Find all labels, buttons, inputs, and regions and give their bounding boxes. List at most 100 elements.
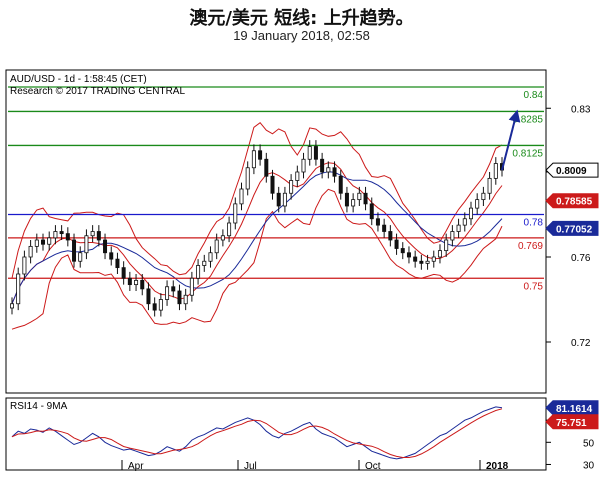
price-tag-shape [545,162,599,178]
price-bar [382,224,387,232]
upper-band [11,122,503,279]
x-tick-label: Jul [244,461,257,472]
price-bar [177,290,182,305]
price-bar [239,188,244,205]
middle-band [11,162,503,304]
price-tag-label: 0.8009 [556,166,587,177]
price-bar [276,192,281,207]
price-tag: 0.77052 [545,220,599,236]
price-bar [78,252,83,262]
price-bar [65,233,70,241]
price-bar [369,203,374,220]
price-bar [127,277,132,286]
price-bar [16,273,21,305]
rsi-line [11,406,503,460]
price-bar [183,294,188,305]
price-bar [90,231,95,237]
price-bar [425,260,430,264]
level-label-2: 0.8125 [512,148,543,159]
price-bar [165,286,170,300]
price-bar [115,258,120,269]
price-bar [196,265,201,279]
level-lines: 0.84 0.8285 0.8125 0.78 0.769 0.75 [8,86,544,292]
price-tag-label: 0.78585 [556,197,593,208]
price-bar [28,245,33,258]
rsi-tag-shape [545,414,599,430]
price-bar [475,199,480,209]
price-bar [158,299,163,311]
price-bar [431,256,436,262]
rsi-tag-label: 75.751 [556,418,587,429]
price-bar [208,252,213,262]
source-label: Research © 2017 TRADING CENTRAL [10,86,185,97]
price-bar [419,260,424,264]
price-bar [251,150,256,169]
price-tag: 0.8009 [545,162,599,178]
rsi-tag-label: 81.1614 [556,404,593,415]
price-bar [84,235,89,254]
x-tick-label: Oct [365,461,381,472]
price-bar [214,239,219,254]
page-subtitle: 19 January 2018, 02:58 [233,28,370,43]
price-bar [332,167,337,177]
level-label-1: 0.8285 [512,114,543,125]
price-bar [103,239,108,254]
rsi-label: RSI14 - 9MA [10,401,68,412]
price-bar [406,252,411,258]
price-tag: 0.78585 [545,193,599,209]
price-tag-shape [545,193,599,209]
price-tag-label: 0.77052 [556,224,593,235]
price-bar [22,256,27,275]
price-series [9,140,504,317]
price-bar [437,250,442,258]
price-bar [301,158,306,173]
price-bar [320,158,325,173]
rsi-panel-frame [5,397,547,471]
price-bar [375,218,380,226]
price-bar [264,158,269,177]
level-label-4: 0.769 [518,241,543,252]
rsi-tick-label: 30 [583,460,595,471]
price-bar [388,231,393,241]
price-bar [270,175,275,194]
x-axis: Apr Jul Oct 2018 [121,460,509,472]
level-label-0: 0.84 [524,90,544,101]
price-bar [462,218,467,226]
level-label-3: 0.78 [524,218,544,229]
price-bar [487,177,492,194]
price-tag-shape [545,220,599,236]
price-bar [47,237,52,245]
price-bar [351,199,356,207]
price-bar [307,146,312,160]
price-bar [72,239,77,262]
price-bar [245,167,250,190]
price-bar [282,192,287,207]
price-bar [481,192,486,201]
price-bar [140,279,145,290]
price-bar [493,163,498,179]
y-tick-label: 0.83 [571,104,591,115]
price-bar [313,146,318,160]
price-bar [96,231,101,241]
price-bar [189,277,194,296]
rsi-tag: 81.1614 [545,400,599,416]
price-bar [9,303,14,309]
lower-band [11,188,503,330]
instrument-label: AUD/USD - 1d - 1:58:45 (CET) [10,74,147,85]
price-bar [220,235,225,241]
price-bar [227,222,232,237]
price-tags: 0.8009 0.78585 0.77052 [545,162,599,236]
price-bar [121,267,126,279]
price-bar [363,192,368,205]
price-bar [456,224,461,232]
price-bar [53,231,58,239]
price-bar [326,167,331,173]
y-tick-label: 0.76 [571,253,591,264]
price-bar [394,239,399,249]
price-bar [171,286,176,292]
price-bar [357,192,362,201]
price-bar [289,180,294,194]
price-bar [41,239,46,245]
